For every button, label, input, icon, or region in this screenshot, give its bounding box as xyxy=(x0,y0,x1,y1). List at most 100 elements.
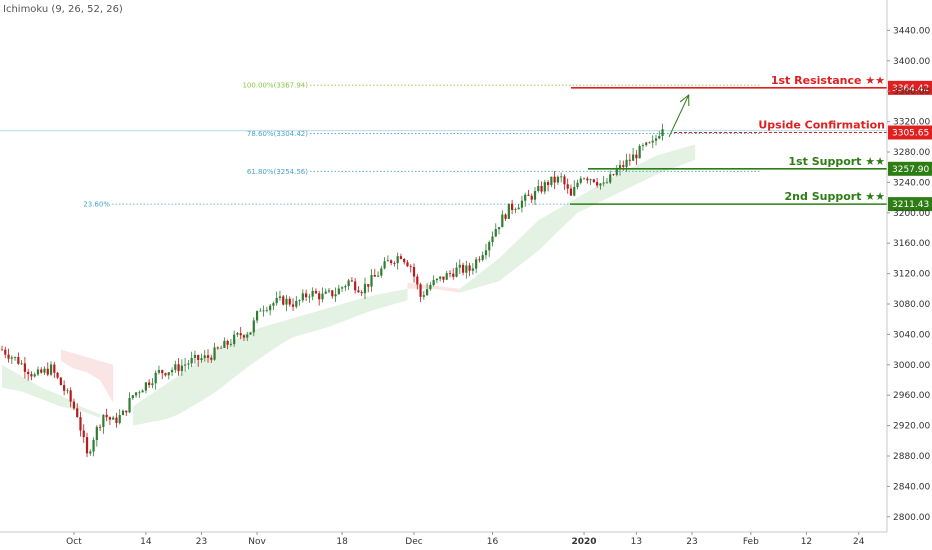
candle-body xyxy=(337,288,340,295)
candle-body xyxy=(360,292,363,294)
candle-body xyxy=(203,355,206,359)
candle-body xyxy=(435,278,439,281)
candle-body xyxy=(533,191,537,200)
y-tick-label-4: 3280.00 xyxy=(893,148,930,158)
candle-body xyxy=(527,194,530,196)
candle-body xyxy=(226,340,229,345)
arrow-head xyxy=(679,93,690,107)
candle-body xyxy=(573,186,576,196)
candle-body xyxy=(36,369,40,375)
candle-body xyxy=(393,263,396,264)
candle-body xyxy=(102,414,105,428)
candle-body xyxy=(148,382,151,386)
candle-body xyxy=(546,182,550,186)
candle-body xyxy=(59,377,62,386)
candle-body xyxy=(661,129,664,137)
level-price-tag-3 xyxy=(888,197,932,212)
candle-body xyxy=(370,274,373,287)
candle-body xyxy=(10,357,13,359)
candle-body xyxy=(494,229,497,237)
candle-body xyxy=(383,261,386,269)
candle-body xyxy=(511,203,514,211)
candle-body xyxy=(17,357,20,364)
x-tick-label-3: Nov xyxy=(248,537,266,547)
candle-body xyxy=(291,304,295,307)
y-tick-label-16: 2800.00 xyxy=(893,513,930,523)
candle-body xyxy=(27,371,30,375)
candle-body xyxy=(7,354,10,359)
candle-body xyxy=(134,392,138,396)
y-tick-label-13: 2920.00 xyxy=(893,422,930,432)
candle-body xyxy=(589,179,592,181)
candle-body xyxy=(33,374,36,377)
candle-body xyxy=(504,214,507,219)
candle-body xyxy=(501,214,504,228)
candle-body xyxy=(121,410,125,416)
candle-body xyxy=(376,275,380,277)
candle-body xyxy=(187,363,190,365)
candle-body xyxy=(190,357,193,364)
candle-body xyxy=(563,176,566,185)
y-tick-label-9: 3080.00 xyxy=(893,300,930,310)
level-price-text-2: 3257.90 xyxy=(892,165,929,175)
candle-body xyxy=(350,280,353,282)
candle-body xyxy=(520,200,524,208)
candle-body xyxy=(491,236,494,243)
candle-body xyxy=(184,364,187,366)
level-price-tag-0 xyxy=(888,80,932,95)
level-price-text-1: 3305.65 xyxy=(892,129,929,139)
candle-body xyxy=(442,276,445,280)
candle-body xyxy=(174,364,177,371)
candle-body xyxy=(612,174,615,176)
candle-body xyxy=(167,372,170,376)
level-label-3: 2nd Support ★★ xyxy=(785,190,886,203)
candle-body xyxy=(115,417,118,423)
candle-body xyxy=(452,273,455,277)
candle-body xyxy=(219,347,223,349)
candle-body xyxy=(269,305,272,311)
candle-body xyxy=(311,290,314,297)
candle-body xyxy=(592,179,595,183)
candle-body xyxy=(465,265,468,273)
candle-body xyxy=(105,414,108,418)
candle-body xyxy=(229,344,232,345)
level-label-2: 1st Support ★★ xyxy=(788,155,885,168)
y-tick-label-14: 2880.00 xyxy=(893,452,930,462)
candle-body xyxy=(340,287,344,289)
candle-body xyxy=(30,374,33,377)
candle-body xyxy=(305,293,308,298)
candle-body xyxy=(514,209,517,211)
candle-body xyxy=(419,284,422,297)
candle-body xyxy=(249,332,252,335)
candle-body xyxy=(242,335,246,338)
candle-body xyxy=(180,365,183,372)
candle-body xyxy=(386,260,389,262)
candle-body xyxy=(605,182,609,184)
candle-body xyxy=(327,290,331,292)
candle-body xyxy=(63,385,66,391)
candle-body xyxy=(210,357,213,360)
candle-body xyxy=(403,258,406,263)
candle-body xyxy=(118,415,121,423)
candle-body xyxy=(82,430,85,438)
candle-body xyxy=(412,266,416,277)
candle-body xyxy=(216,347,219,349)
candle-body xyxy=(40,369,43,373)
candle-body xyxy=(517,207,520,210)
candle-body xyxy=(278,296,282,298)
x-tick-label-12: 24 xyxy=(853,537,865,547)
candle-body xyxy=(157,370,161,373)
candle-body xyxy=(76,408,79,418)
candle-body xyxy=(461,264,465,273)
candle-body xyxy=(46,368,49,375)
candle-body xyxy=(357,290,360,293)
candle-body xyxy=(213,347,216,360)
candle-body xyxy=(344,286,347,288)
candle-body xyxy=(53,364,56,373)
y-tick-label-11: 3000.00 xyxy=(893,361,930,371)
level-price-text-0: 3364.42 xyxy=(892,84,929,94)
candle-body xyxy=(13,357,17,358)
candle-body xyxy=(416,276,419,285)
